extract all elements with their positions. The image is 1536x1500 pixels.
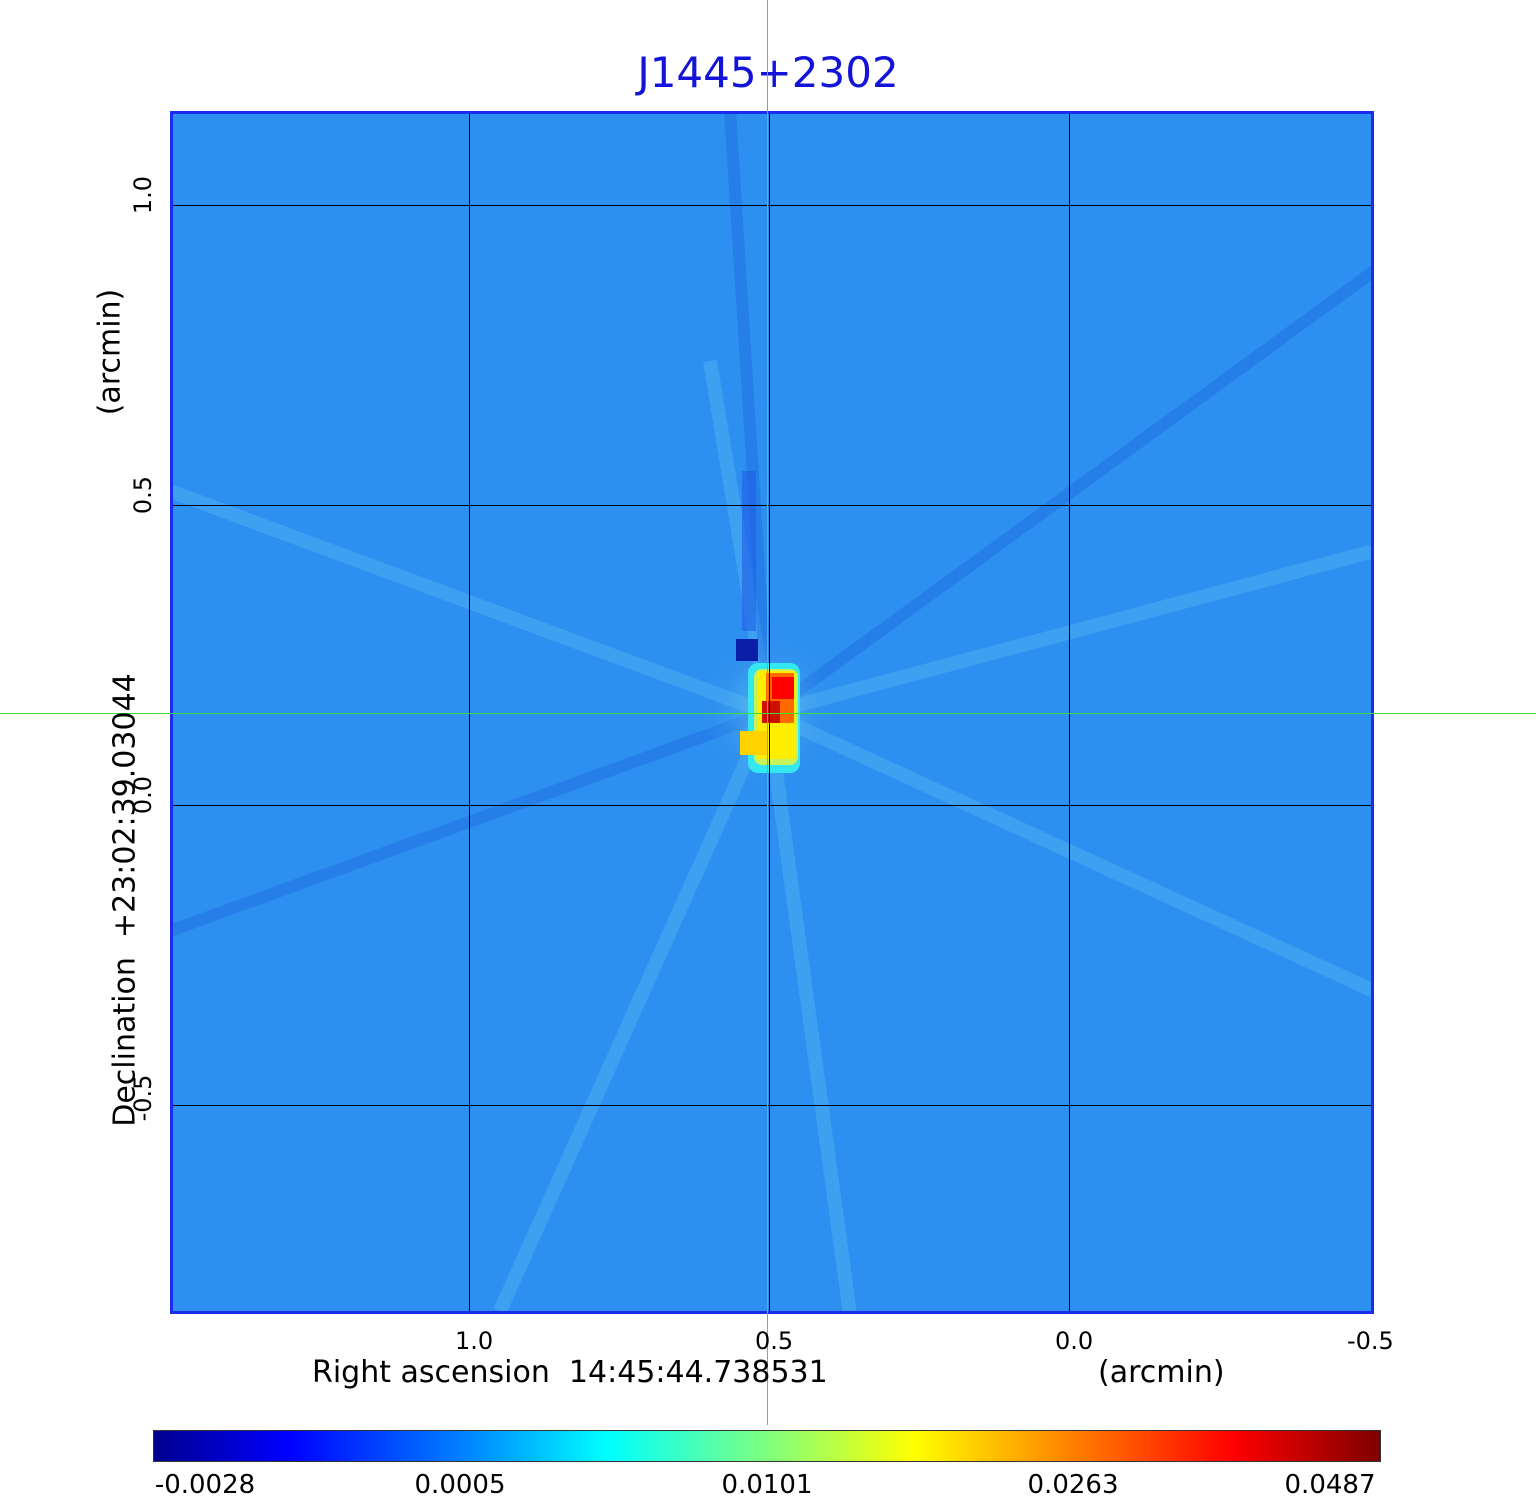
crosshair-horizontal (0, 713, 1536, 714)
x-tick-label: 1.0 (455, 1327, 494, 1355)
grid-line (173, 205, 1371, 206)
source-peak (740, 663, 800, 773)
grid-line (173, 805, 1371, 806)
crosshair-vertical (767, 0, 768, 1425)
colorbar-tick-label: 0.0263 (1027, 1470, 1119, 1500)
x-tick-label: -0.5 (1347, 1327, 1394, 1355)
grid-line (173, 1105, 1371, 1106)
y-axis-label: Declination +23:02:39.03044 (107, 673, 143, 1127)
colorbar-tick-label: 0.0005 (414, 1470, 506, 1500)
x-tick-label: 0.5 (755, 1327, 794, 1355)
x-axis-label: Right ascension 14:45:44.738531 (312, 1355, 828, 1390)
colorbar-tick-label: 0.0101 (721, 1470, 813, 1500)
x-tick-label: 0.0 (1055, 1327, 1094, 1355)
negative-pixel (736, 639, 758, 661)
grid-line (173, 505, 1371, 506)
grid-line (769, 114, 770, 1311)
colorbar-tick-label: -0.0028 (154, 1470, 256, 1500)
x-axis-unit: (arcmin) (1098, 1355, 1225, 1390)
chart-title: J1445+2302 (637, 48, 899, 97)
grid-line (469, 114, 470, 1311)
grid-line (1069, 114, 1070, 1311)
image-plot-area[interactable] (170, 111, 1374, 1314)
colorbar-tick-label: 0.0487 (1284, 1470, 1376, 1500)
heatmap-image (173, 114, 1371, 1311)
y-tick-label: 1.0 (129, 175, 157, 215)
y-tick-label: 0.5 (129, 475, 157, 515)
colorbar (153, 1430, 1381, 1462)
y-axis-unit: (arcmin) (92, 288, 128, 416)
